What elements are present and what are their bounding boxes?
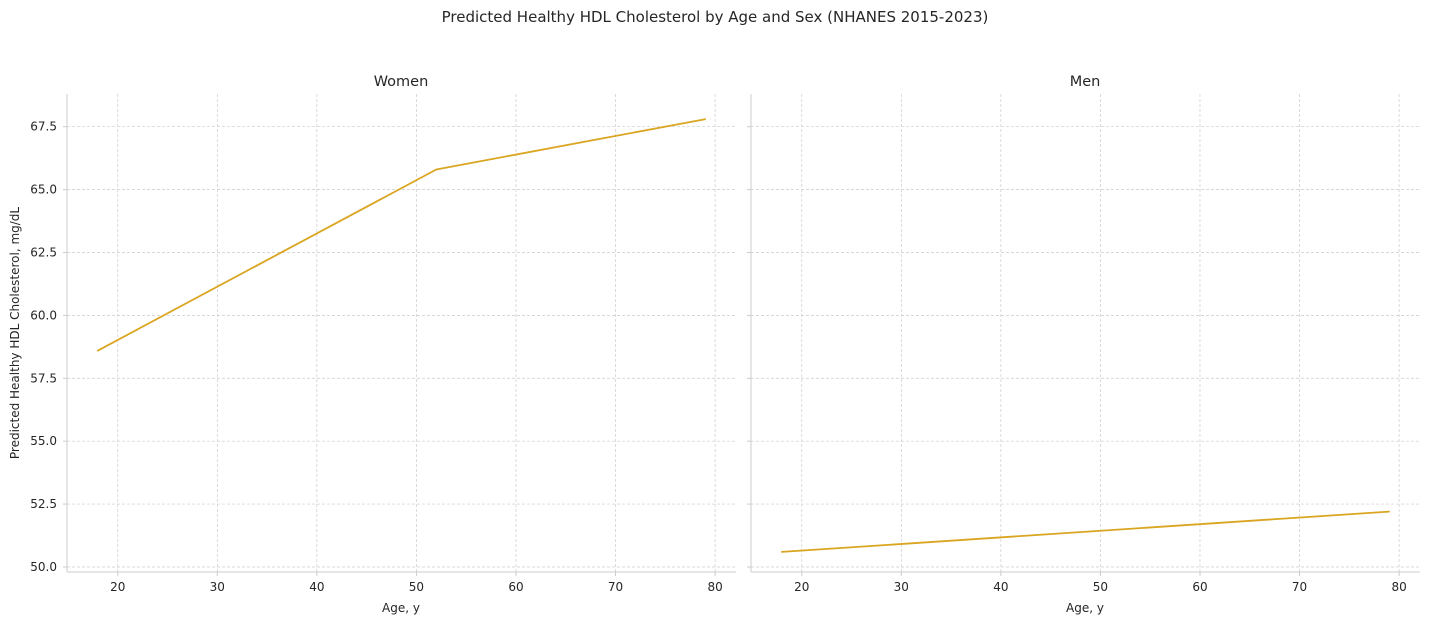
panel-title-men: Men (1070, 74, 1101, 90)
x-axis-label-women: Age, y (382, 601, 420, 615)
x-tick-label: 20 (110, 580, 125, 594)
chart-title: Predicted Healthy HDL Cholesterol by Age… (442, 8, 989, 26)
y-axis-label: Predicted Healthy HDL Cholesterol, mg/dL (8, 207, 22, 460)
panel-men: Men 20 30 40 50 60 70 80 Age, y (747, 74, 1420, 615)
x-tick-label: 80 (707, 580, 722, 594)
panel-women: Women 20 30 40 50 60 70 80 50.0 52.5 55.0 57.5 60.… (30, 74, 736, 615)
x-tick-label: 80 (1391, 580, 1406, 594)
series-men (781, 510, 1390, 553)
y-tick-label: 50.0 (30, 560, 57, 574)
x-tick-label: 50 (409, 580, 424, 594)
y-ticks-women: 50.0 52.5 55.0 57.5 60.0 62.5 65.0 67.5 (30, 120, 67, 574)
series-women (97, 118, 706, 352)
y-tick-label: 52.5 (30, 497, 57, 511)
x-tick-label: 40 (309, 580, 324, 594)
spines-men (750, 94, 1420, 573)
x-tick-label: 30 (210, 580, 225, 594)
y-tick-label: 62.5 (30, 245, 57, 259)
series-line-women (97, 118, 706, 352)
x-tick-label: 60 (508, 580, 523, 594)
x-tick-label: 40 (993, 580, 1008, 594)
spines-women (66, 94, 736, 573)
x-tick-label: 30 (894, 580, 909, 594)
x-tick-label: 70 (608, 580, 623, 594)
x-tick-label: 20 (794, 580, 809, 594)
y-tick-label: 60.0 (30, 308, 57, 322)
x-ticks-men: 20 30 40 50 60 70 80 (794, 572, 1407, 594)
x-ticks-women: 20 30 40 50 60 70 80 (110, 572, 723, 594)
grid-women (67, 94, 736, 572)
series-line-men (781, 510, 1390, 553)
x-tick-label: 50 (1093, 580, 1108, 594)
y-tick-label: 65.0 (30, 183, 57, 197)
y-tick-label: 67.5 (30, 120, 57, 134)
panel-title-women: Women (374, 74, 429, 90)
x-axis-label-men: Age, y (1066, 601, 1104, 615)
grid-men (751, 94, 1420, 572)
y-ticks-men (747, 126, 751, 568)
x-tick-label: 60 (1192, 580, 1207, 594)
y-tick-label: 55.0 (30, 434, 57, 448)
y-tick-label: 57.5 (30, 371, 57, 385)
x-tick-label: 70 (1292, 580, 1307, 594)
